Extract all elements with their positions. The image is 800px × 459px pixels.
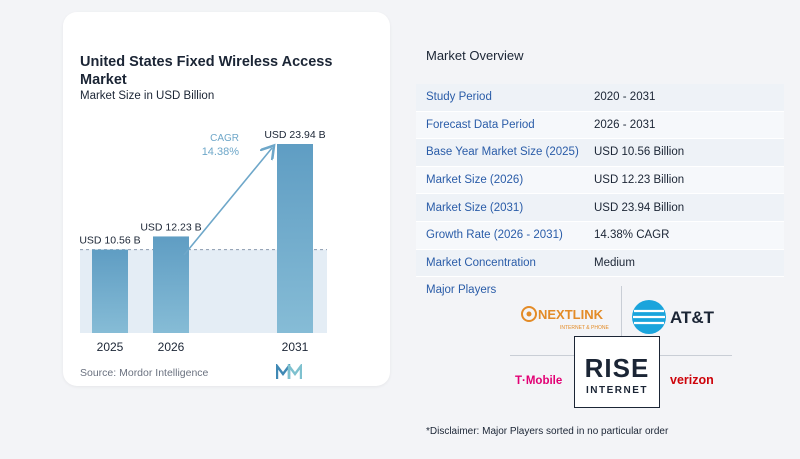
att-logo-text: AT&T	[670, 308, 715, 327]
rise-internet-logo: RISE INTERNET	[574, 336, 660, 408]
overview-row-label: Market Size (2031)	[426, 201, 524, 214]
rise-logo-subtext: INTERNET	[586, 385, 648, 396]
disclaimer-text: *Disclaimer: Major Players sorted in no …	[426, 426, 669, 437]
cagr-label: CAGR	[210, 133, 239, 144]
overview-row-value: Medium	[594, 256, 635, 269]
bar-value-label: USD 12.23 B	[140, 221, 201, 233]
overview-row-value: USD 12.23 Billion	[594, 174, 685, 187]
overview-row-value: 14.38% CAGR	[594, 229, 670, 242]
bar-2025	[92, 249, 128, 333]
logo-divider-vertical-top	[621, 286, 622, 348]
overview-row: Forecast Data Period 2026 - 2031	[416, 111, 784, 140]
overview-row-label: Base Year Market Size (2025)	[426, 146, 579, 159]
tmobile-logo: T·Mobile	[512, 368, 572, 392]
verizon-logo: verizon	[664, 368, 734, 392]
chart-title: United States Fixed Wireless Access Mark…	[80, 54, 333, 88]
overview-row: Market Concentration Medium	[416, 249, 784, 278]
x-axis-tick-label: 2025	[97, 340, 124, 354]
overview-row-label: Market Size (2026)	[426, 174, 524, 187]
overview-row: Study Period 2020 - 2031	[416, 84, 784, 112]
overview-row: Market Size (2031) USD 23.94 Billion	[416, 194, 784, 222]
bar-2026	[153, 236, 189, 333]
att-logo: AT&T	[630, 296, 725, 338]
nextlink-logo: NEXTLINK INTERNET & PHONE	[520, 302, 620, 332]
overview-row-label: Growth Rate (2026 - 2031)	[426, 229, 563, 242]
x-axis-tick-label: 2026	[158, 340, 185, 354]
cagr-value: 14.38%	[202, 146, 240, 158]
mordor-intelligence-logo-icon	[276, 364, 302, 379]
bar-value-label: USD 10.56 B	[79, 235, 140, 247]
overview-row-value: USD 23.94 Billion	[594, 201, 685, 214]
overview-row-label: Study Period	[426, 91, 492, 104]
market-overview-title: Market Overview	[426, 48, 524, 63]
overview-row-label: Forecast Data Period	[426, 118, 535, 131]
rise-logo-text: RISE	[585, 353, 650, 383]
overview-table: Study Period 2020 - 2031 Forecast Data Per…	[416, 84, 784, 278]
overview-row-value: 2026 - 2031	[594, 118, 656, 131]
major-players-title: Major Players	[426, 284, 497, 296]
chart-subtitle: Market Size in USD Billion	[80, 90, 215, 102]
overview-row: Growth Rate (2026 - 2031) 14.38% CAGR	[416, 221, 784, 250]
overview-row: Market Size (2026) USD 12.23 Billion	[416, 166, 784, 195]
nextlink-logo-text: NEXTLINK	[538, 307, 604, 322]
bar-2031	[277, 144, 313, 333]
x-axis-tick-label: 2031	[282, 340, 309, 354]
tmobile-logo-text: T·Mobile	[515, 375, 562, 387]
overview-row: Base Year Market Size (2025) USD 10.56 Bi…	[416, 139, 784, 167]
overview-row-value: 2020 - 2031	[594, 91, 656, 104]
overview-row-label: Market Concentration	[426, 256, 536, 269]
bar-value-label: USD 23.94 B	[264, 129, 325, 141]
verizon-logo-text: verizon	[670, 373, 714, 387]
nextlink-tagline: INTERNET & PHONE	[560, 325, 609, 331]
source-text: Source: Mordor Intelligence	[80, 367, 209, 379]
overview-row-value: USD 10.56 Billion	[594, 146, 685, 159]
cagr-arrow	[183, 148, 272, 256]
